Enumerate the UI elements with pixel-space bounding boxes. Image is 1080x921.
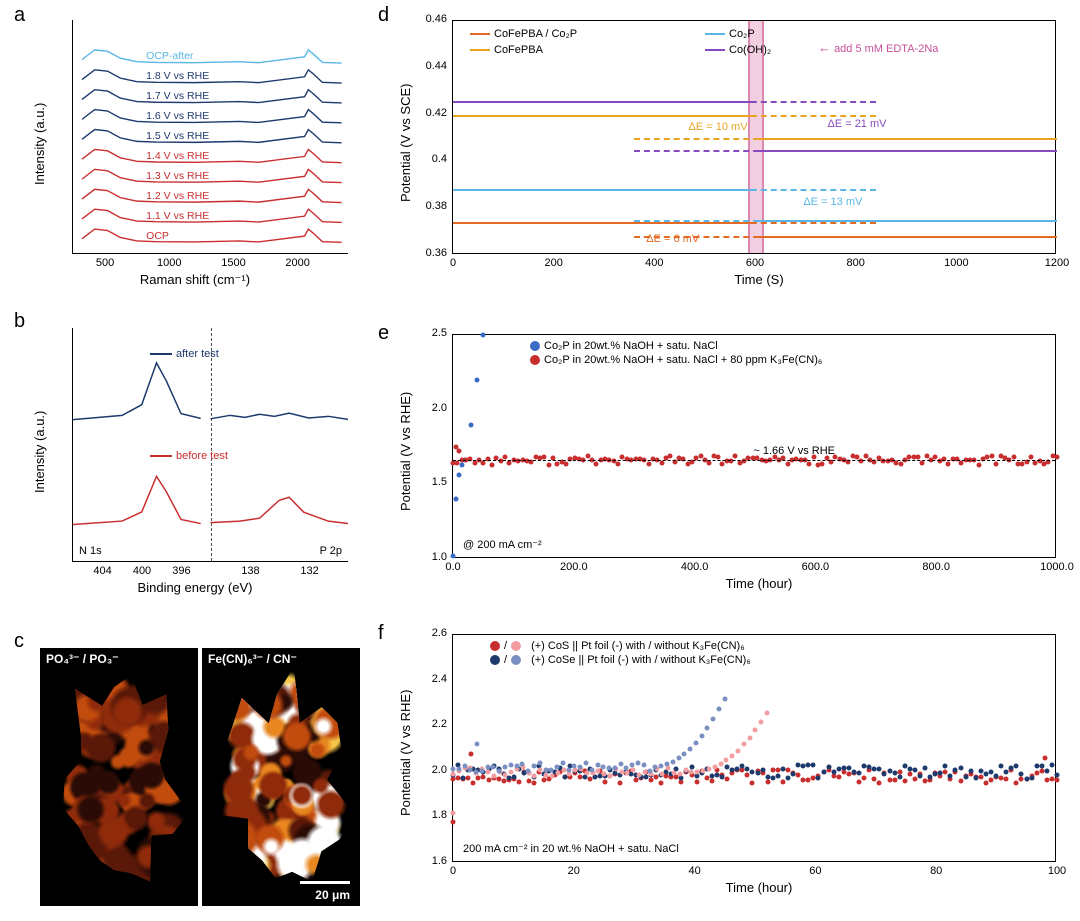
panel-b-ylabel: Intensity (a.u.) bbox=[32, 352, 47, 552]
raman-label: 1.5 V vs RHE bbox=[146, 130, 209, 142]
panel-b-plot: after testbefore test 404400396138132 N … bbox=[72, 328, 348, 562]
panel-a: Intensity (a.u.) OCP 1.1 V vs RHE 1.2 V vs… bbox=[32, 14, 358, 302]
panel-e-refline bbox=[453, 460, 1055, 461]
scale-bar-text: 20 μm bbox=[315, 888, 350, 902]
panel-e: Potential (V vs RHE) 1.01.52.02.50.0200.… bbox=[400, 328, 1066, 608]
delta-e-label: ΔE = 10 mV bbox=[689, 121, 748, 133]
raman-label: 1.6 V vs RHE bbox=[146, 110, 209, 122]
panel-label-e: e bbox=[378, 322, 389, 345]
panel-e-condition: @ 200 mA cm⁻² bbox=[463, 538, 542, 551]
panel-e-xlabel: Time (hour) bbox=[452, 576, 1066, 591]
panel-d-xlabel: Time (S) bbox=[452, 272, 1066, 287]
panel-a-xlabel: Raman shift (cm⁻¹) bbox=[32, 272, 358, 288]
delta-e-label: ΔE = 6 mV bbox=[646, 233, 699, 245]
legend-row: CoFePBA bbox=[470, 44, 693, 56]
delta-e-label: ΔE = 13 mV bbox=[803, 196, 862, 208]
panel-a-plot: OCP 1.1 V vs RHE 1.2 V vs RHE 1.3 V vs RHE 1… bbox=[72, 20, 348, 254]
xps-legend: after test bbox=[150, 348, 219, 360]
raman-label: 1.2 V vs RHE bbox=[146, 190, 209, 202]
raman-label: 1.1 V vs RHE bbox=[146, 210, 209, 222]
legend-row: Co₂P in 20wt.% NaOH + satu. NaCl + 80 pp… bbox=[530, 354, 822, 366]
panel-d: Potential (V vs SCE) 0.360.380.40.420.44… bbox=[400, 14, 1066, 304]
panel-f-xlabel: Time (hour) bbox=[452, 880, 1066, 895]
panel-b: Intensity (a.u.) after testbefore test 4… bbox=[32, 322, 358, 610]
panel-f-condition: 200 mA cm⁻² in 20 wt.% NaOH + satu. NaCl bbox=[463, 842, 679, 855]
panel-b-region-n1s: N 1s bbox=[79, 545, 102, 557]
panel-c-micro-left: PO₄³⁻ / PO₃⁻ bbox=[40, 648, 198, 906]
raman-label: 1.8 V vs RHE bbox=[146, 70, 209, 82]
panel-label-f: f bbox=[378, 622, 384, 645]
legend-row: CoFePBA / Co₂P bbox=[470, 28, 693, 40]
panel-label-a: a bbox=[14, 4, 25, 27]
panel-f-ylabel: Pontential (V vs RHE) bbox=[398, 642, 413, 864]
legend-row: /(+) CoSe || Pt foil (-) with / without … bbox=[490, 654, 751, 666]
raman-label: 1.3 V vs RHE bbox=[146, 170, 209, 182]
legend-row: /(+) CoS || Pt foil (-) with / without K… bbox=[490, 640, 751, 652]
panel-f-legend: /(+) CoS || Pt foil (-) with / without K… bbox=[490, 640, 751, 668]
panel-e-refline-text: ~ 1.66 V vs RHE bbox=[753, 445, 835, 457]
panel-c: PO₄³⁻ / PO₃⁻ Fe(CN)₆³⁻ / CN⁻ 20 μm bbox=[40, 648, 360, 906]
panel-f-plot: 1.61.82.02.22.42.6020406080100 200 mA cm… bbox=[452, 634, 1056, 862]
panel-d-event-text: ← add 5 mM EDTA-2Na bbox=[818, 40, 938, 55]
panel-d-ylabel: Potential (V vs SCE) bbox=[398, 28, 413, 258]
panel-c-micro-right: Fe(CN)₆³⁻ / CN⁻ 20 μm bbox=[202, 648, 360, 906]
raman-label: 1.4 V vs RHE bbox=[146, 150, 209, 162]
raman-label: 1.7 V vs RHE bbox=[146, 90, 209, 102]
delta-e-label: ΔE = 21 mV bbox=[827, 118, 886, 130]
panel-e-legend: Co₂P in 20wt.% NaOH + satu. NaCl Co₂P in … bbox=[530, 340, 822, 368]
panel-e-ylabel: Potential (V vs RHE) bbox=[398, 342, 413, 560]
raman-label: OCP bbox=[146, 230, 169, 242]
legend-row: Co₂P bbox=[705, 28, 928, 40]
raman-label: OCP-after bbox=[146, 50, 193, 62]
panel-a-ylabel: Intensity (a.u.) bbox=[32, 44, 47, 244]
xps-legend: before test bbox=[150, 450, 228, 462]
panel-c-label-right: Fe(CN)₆³⁻ / CN⁻ bbox=[208, 652, 297, 666]
panel-b-xlabel: Binding energy (eV) bbox=[32, 580, 358, 595]
panel-b-divider bbox=[211, 328, 212, 561]
panel-f: Pontential (V vs RHE) 1.61.82.02.22.42.6… bbox=[400, 628, 1066, 910]
panel-c-label-left: PO₄³⁻ / PO₃⁻ bbox=[46, 652, 119, 666]
panel-b-region-p2p: P 2p bbox=[320, 545, 342, 557]
panel-label-d: d bbox=[378, 4, 389, 27]
scale-bar bbox=[300, 881, 350, 884]
legend-row: Co₂P in 20wt.% NaOH + satu. NaCl bbox=[530, 340, 822, 352]
panel-label-b: b bbox=[14, 310, 25, 333]
panel-d-event-label: add 5 mM EDTA-2Na bbox=[834, 43, 938, 55]
panel-label-c: c bbox=[14, 630, 24, 653]
